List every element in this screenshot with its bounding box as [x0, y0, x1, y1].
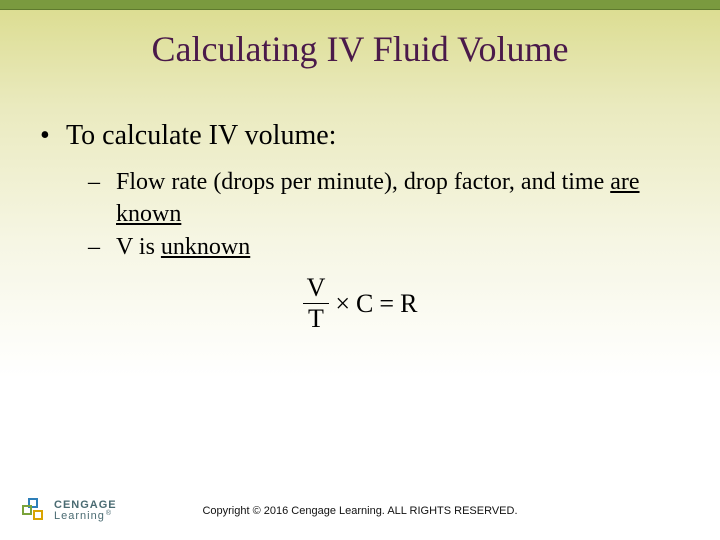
sub-bullet-1-text: Flow rate (drops per minute), drop facto… — [116, 166, 680, 231]
top-accent-bar — [0, 0, 720, 10]
sub-bullet-1: – Flow rate (drops per minute), drop fac… — [88, 166, 680, 231]
dash-icon: – — [88, 231, 116, 263]
sub-bullet-2: – V is unknown — [88, 231, 680, 263]
footer: CENGAGE Learning Copyright © 2016 Cengag… — [0, 498, 720, 524]
dash-icon: – — [88, 166, 116, 198]
main-bullet: • To calculate IV volume: — [40, 120, 680, 152]
main-bullet-text: To calculate IV volume: — [66, 120, 336, 152]
copyright-text: Copyright © 2016 Cengage Learning. ALL R… — [202, 505, 517, 517]
sub2-prefix: V is — [116, 234, 161, 260]
formula: V T × C = R — [40, 275, 680, 332]
sub-bullet-2-text: V is unknown — [116, 231, 680, 263]
logo-text: CENGAGE Learning — [54, 500, 117, 522]
sub2-underlined: unknown — [161, 234, 250, 260]
fraction-numerator: V — [303, 275, 330, 303]
logo-mark-icon — [22, 498, 48, 524]
bullet-dot: • — [40, 120, 66, 152]
times-symbol: × — [335, 289, 350, 319]
slide-title: Calculating IV Fluid Volume — [0, 28, 720, 70]
formula-c: C — [356, 289, 373, 319]
publisher-logo: CENGAGE Learning — [22, 498, 117, 524]
equals-symbol: = — [379, 289, 394, 319]
sub1-prefix: Flow rate (drops per minute), drop facto… — [116, 169, 610, 195]
fraction-denominator: T — [304, 304, 328, 332]
sub-bullet-list: – Flow rate (drops per minute), drop fac… — [40, 166, 680, 263]
fraction: V T — [303, 275, 330, 332]
logo-line2: Learning — [54, 511, 117, 522]
content-area: • To calculate IV volume: – Flow rate (d… — [0, 120, 720, 332]
formula-r: R — [400, 289, 417, 319]
